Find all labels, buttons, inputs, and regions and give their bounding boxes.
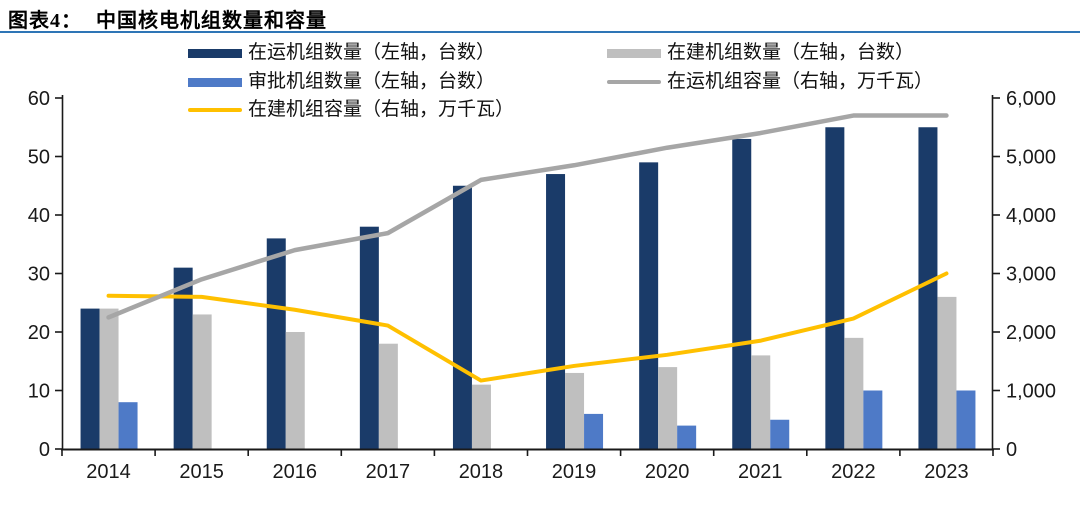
x-axis-label: 2016 xyxy=(273,461,318,483)
right-axis-label: 0 xyxy=(1006,439,1017,461)
bar-0-2023 xyxy=(918,127,938,449)
bar-2-2014 xyxy=(118,402,138,449)
x-axis-label: 2017 xyxy=(366,461,411,483)
x-axis-label: 2023 xyxy=(924,461,969,483)
right-axis-label: 4,000 xyxy=(1006,205,1056,227)
x-axis-label: 2015 xyxy=(179,461,224,483)
figure-title: 中国核电机组数量和容量 xyxy=(96,10,327,32)
line-series-1 xyxy=(106,271,949,383)
legend-label: 在运机组容量（右轴，万千瓦） xyxy=(667,71,934,92)
x-axis-label: 2018 xyxy=(459,461,504,483)
legend-swatch-bar-icon xyxy=(188,48,242,58)
legend-item: 在运机组数量（左轴，台数） xyxy=(188,42,496,63)
x-axis-label: 2019 xyxy=(552,461,597,483)
legend-item: 在建机组数量（左轴，台数） xyxy=(607,42,915,63)
left-axis-label: 0 xyxy=(39,439,50,461)
bar-0-2020 xyxy=(639,162,659,449)
bar-1-2017 xyxy=(378,343,398,449)
legend-swatch-line-icon xyxy=(607,80,661,84)
bar-2-2019 xyxy=(584,413,604,449)
bar-2-2022 xyxy=(863,390,883,449)
legend-label: 在建机组容量（右轴，万千瓦） xyxy=(248,99,515,120)
left-axis-label: 50 xyxy=(28,147,50,169)
bar-1-2019 xyxy=(565,372,585,449)
left-axis-label: 20 xyxy=(28,322,50,344)
left-axis-label: 60 xyxy=(28,88,50,110)
line-series-0 xyxy=(106,113,949,320)
left-axis-label: 40 xyxy=(28,205,50,227)
legend-swatch-bar-icon xyxy=(188,77,242,87)
bar-0-2021 xyxy=(732,138,752,449)
bar-2-2020 xyxy=(677,425,697,449)
legend-swatch-bar-icon xyxy=(607,48,661,58)
right-axis-label: 3,000 xyxy=(1006,264,1056,286)
chart-legend: 在运机组数量（左轴，台数） 在建机组数量（左轴，台数） 审批机组数量（左轴，台数） 在… xyxy=(0,0,1080,130)
bar-1-2014 xyxy=(99,308,119,449)
bar-0-2016 xyxy=(266,238,286,449)
x-axis-label: 2020 xyxy=(645,461,690,483)
right-axis-label: 6,000 xyxy=(1006,88,1056,110)
bar-1-2023 xyxy=(937,296,957,449)
right-axis-label: 1,000 xyxy=(1006,381,1056,403)
right-axis-label: 2,000 xyxy=(1006,322,1056,344)
legend-swatch-line-icon xyxy=(188,108,242,112)
x-axis-label: 2021 xyxy=(738,461,783,483)
bar-0-2019 xyxy=(546,174,566,450)
bar-1-2018 xyxy=(471,384,491,449)
bar-0-2017 xyxy=(359,226,379,449)
legend-label: 审批机组数量（左轴，台数） xyxy=(248,71,496,92)
legend-item: 审批机组数量（左轴，台数） xyxy=(188,71,496,92)
figure-tag: 图表4： xyxy=(8,10,82,32)
legend-label: 在运机组数量（左轴，台数） xyxy=(248,42,496,63)
bar-0-2014 xyxy=(80,308,100,449)
x-axis-label: 2022 xyxy=(831,461,876,483)
bar-1-2016 xyxy=(285,332,305,449)
legend-item: 在运机组容量（右轴，万千瓦） xyxy=(607,71,934,92)
bar-1-2015 xyxy=(192,314,212,449)
bar-0-2015 xyxy=(173,267,193,449)
bar-2-2023 xyxy=(956,390,976,449)
legend-label: 在建机组数量（左轴，台数） xyxy=(667,42,915,63)
title-rule xyxy=(0,31,1080,33)
figure-header: 图表4： 中国核电机组数量和容量 xyxy=(8,4,327,33)
bar-0-2018 xyxy=(452,185,472,449)
left-axis-label: 10 xyxy=(28,381,50,403)
bar-1-2020 xyxy=(658,367,678,449)
legend-item: 在建机组容量（右轴，万千瓦） xyxy=(188,99,515,120)
bar-0-2022 xyxy=(825,127,845,449)
bar-1-2022 xyxy=(844,337,864,449)
right-axis-label: 5,000 xyxy=(1006,147,1056,169)
x-axis-label: 2014 xyxy=(86,461,131,483)
bar-2-2021 xyxy=(770,419,790,449)
left-axis-label: 30 xyxy=(28,264,50,286)
bar-1-2021 xyxy=(751,355,771,449)
